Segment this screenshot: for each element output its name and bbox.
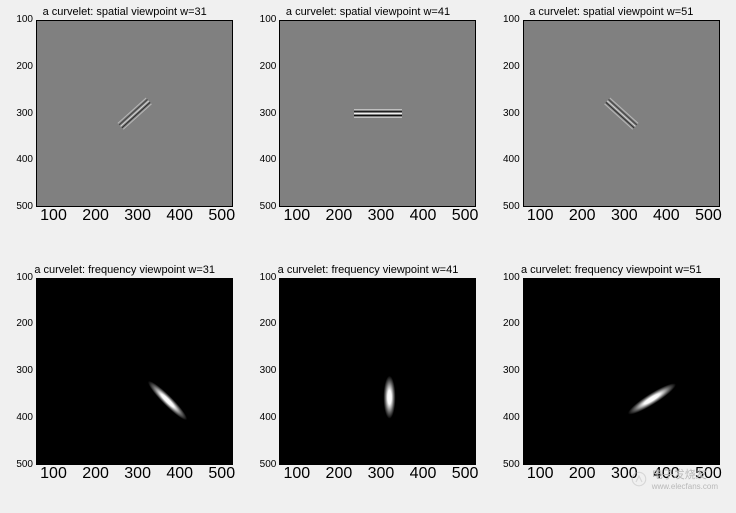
axes-image bbox=[279, 20, 476, 207]
curvelet-ripple bbox=[602, 96, 640, 132]
y-axis-ticks: 100 200 300 400 500 bbox=[260, 278, 280, 465]
y-axis-ticks: 100 200 300 400 500 bbox=[260, 20, 280, 207]
x-axis-ticks: 100 200 300 400 500 bbox=[283, 207, 478, 225]
x-axis-ticks: 100 200 300 400 500 bbox=[40, 207, 235, 225]
curvelet-ripple bbox=[354, 107, 402, 121]
subplot-frequency-w51: a curvelet: frequency viewpoint w=51 100… bbox=[491, 260, 732, 506]
y-axis-ticks: 100 200 300 400 500 bbox=[503, 20, 523, 207]
x-axis-ticks: 100 200 300 400 500 bbox=[527, 207, 722, 225]
subplot-frequency-w41: a curvelet: frequency viewpoint w=41 100… bbox=[247, 260, 488, 506]
axes-image bbox=[36, 20, 233, 207]
subplot-title: a curvelet: frequency viewpoint w=31 bbox=[34, 264, 215, 276]
subplot-grid: a curvelet: spatial viewpoint w=31 100 2… bbox=[0, 0, 736, 513]
subplot-spatial-w51: a curvelet: spatial viewpoint w=51 100 2… bbox=[491, 2, 732, 248]
curvelet-ripple bbox=[116, 96, 154, 132]
x-axis-ticks: 100 200 300 400 500 bbox=[527, 465, 722, 483]
x-axis-ticks: 100 200 300 400 500 bbox=[40, 465, 235, 483]
curvelet-wedge bbox=[379, 372, 401, 427]
curvelet-wedge bbox=[619, 369, 691, 424]
matlab-figure-window: a curvelet: spatial viewpoint w=31 100 2… bbox=[0, 0, 736, 513]
subplot-title: a curvelet: spatial viewpoint w=51 bbox=[529, 6, 693, 18]
axes-image bbox=[523, 20, 720, 207]
axes-image bbox=[279, 278, 476, 465]
curvelet-wedge bbox=[139, 371, 201, 433]
axes-image bbox=[523, 278, 720, 465]
y-axis-ticks: 100 200 300 400 500 bbox=[16, 278, 36, 465]
axes-image bbox=[36, 278, 233, 465]
subplot-spatial-w31: a curvelet: spatial viewpoint w=31 100 2… bbox=[4, 2, 245, 248]
y-axis-ticks: 100 200 300 400 500 bbox=[503, 278, 523, 465]
subplot-frequency-w31: a curvelet: frequency viewpoint w=31 100… bbox=[4, 260, 245, 506]
subplot-title: a curvelet: frequency viewpoint w=51 bbox=[521, 264, 702, 276]
x-axis-ticks: 100 200 300 400 500 bbox=[283, 465, 478, 483]
subplot-title: a curvelet: spatial viewpoint w=41 bbox=[286, 6, 450, 18]
subplot-spatial-w41: a curvelet: spatial viewpoint w=41 100 2… bbox=[247, 2, 488, 248]
subplot-title: a curvelet: spatial viewpoint w=31 bbox=[43, 6, 207, 18]
subplot-title: a curvelet: frequency viewpoint w=41 bbox=[278, 264, 459, 276]
y-axis-ticks: 100 200 300 400 500 bbox=[16, 20, 36, 207]
